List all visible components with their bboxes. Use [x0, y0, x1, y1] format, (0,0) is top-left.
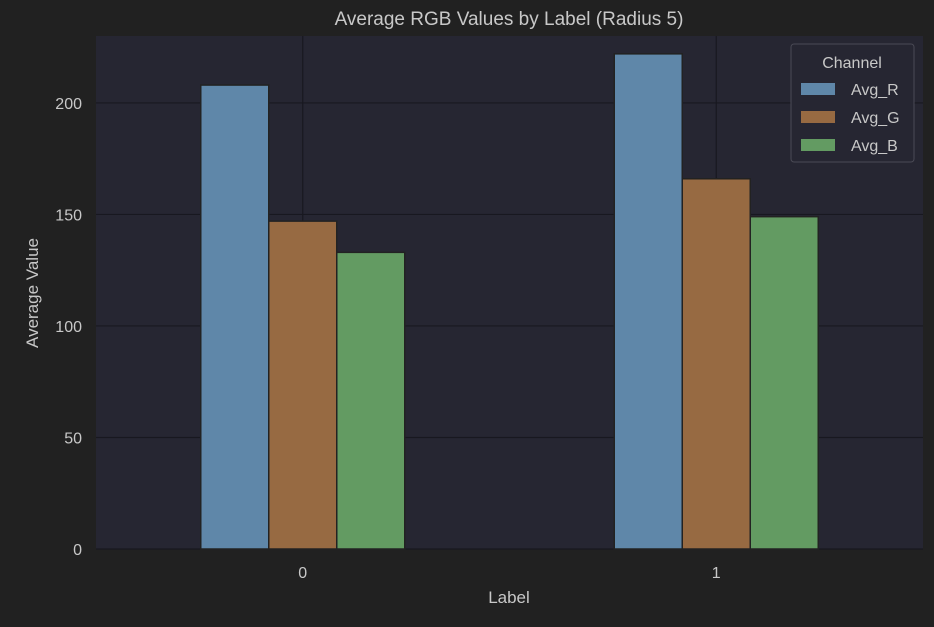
y-axis-label: Average Value [23, 238, 42, 348]
bar-avg-r-label-0 [200, 84, 270, 550]
x-tick-label: 0 [298, 565, 307, 582]
x-axis-label: Label [488, 588, 530, 607]
bar-avg-b-label-0 [336, 251, 406, 550]
legend: Channel Avg_R Avg_G Avg_B [790, 43, 915, 163]
legend-box [790, 43, 915, 163]
legend-label-avg-r: Avg_R [851, 82, 899, 99]
legend-swatch-avg-b [801, 139, 835, 151]
y-tick-label: 100 [55, 319, 82, 336]
chart-title: Average RGB Values by Label (Radius 5) [335, 9, 684, 30]
y-tick-label: 200 [55, 96, 82, 113]
legend-swatch-avg-r [801, 83, 835, 95]
bar-avg-b-label-1 [749, 215, 819, 550]
legend-label-avg-b: Avg_B [851, 138, 898, 155]
legend-swatch-avg-g [801, 111, 835, 123]
y-tick-label: 0 [73, 542, 82, 559]
legend-label-avg-g: Avg_G [851, 110, 900, 127]
bar-avg-g-label-1 [681, 177, 751, 550]
y-tick-label: 50 [64, 430, 82, 447]
x-tick-label: 1 [712, 565, 721, 582]
legend-entries: Avg_R Avg_G Avg_B [801, 82, 900, 155]
axis-ticks: 0 50 100 150 200 0 1 [55, 96, 721, 582]
legend-title: Channel [822, 55, 882, 72]
bar-avg-r-label-1 [613, 53, 683, 550]
bars [200, 53, 819, 550]
bar-avg-g-label-0 [268, 220, 338, 550]
y-tick-label: 150 [55, 207, 82, 224]
